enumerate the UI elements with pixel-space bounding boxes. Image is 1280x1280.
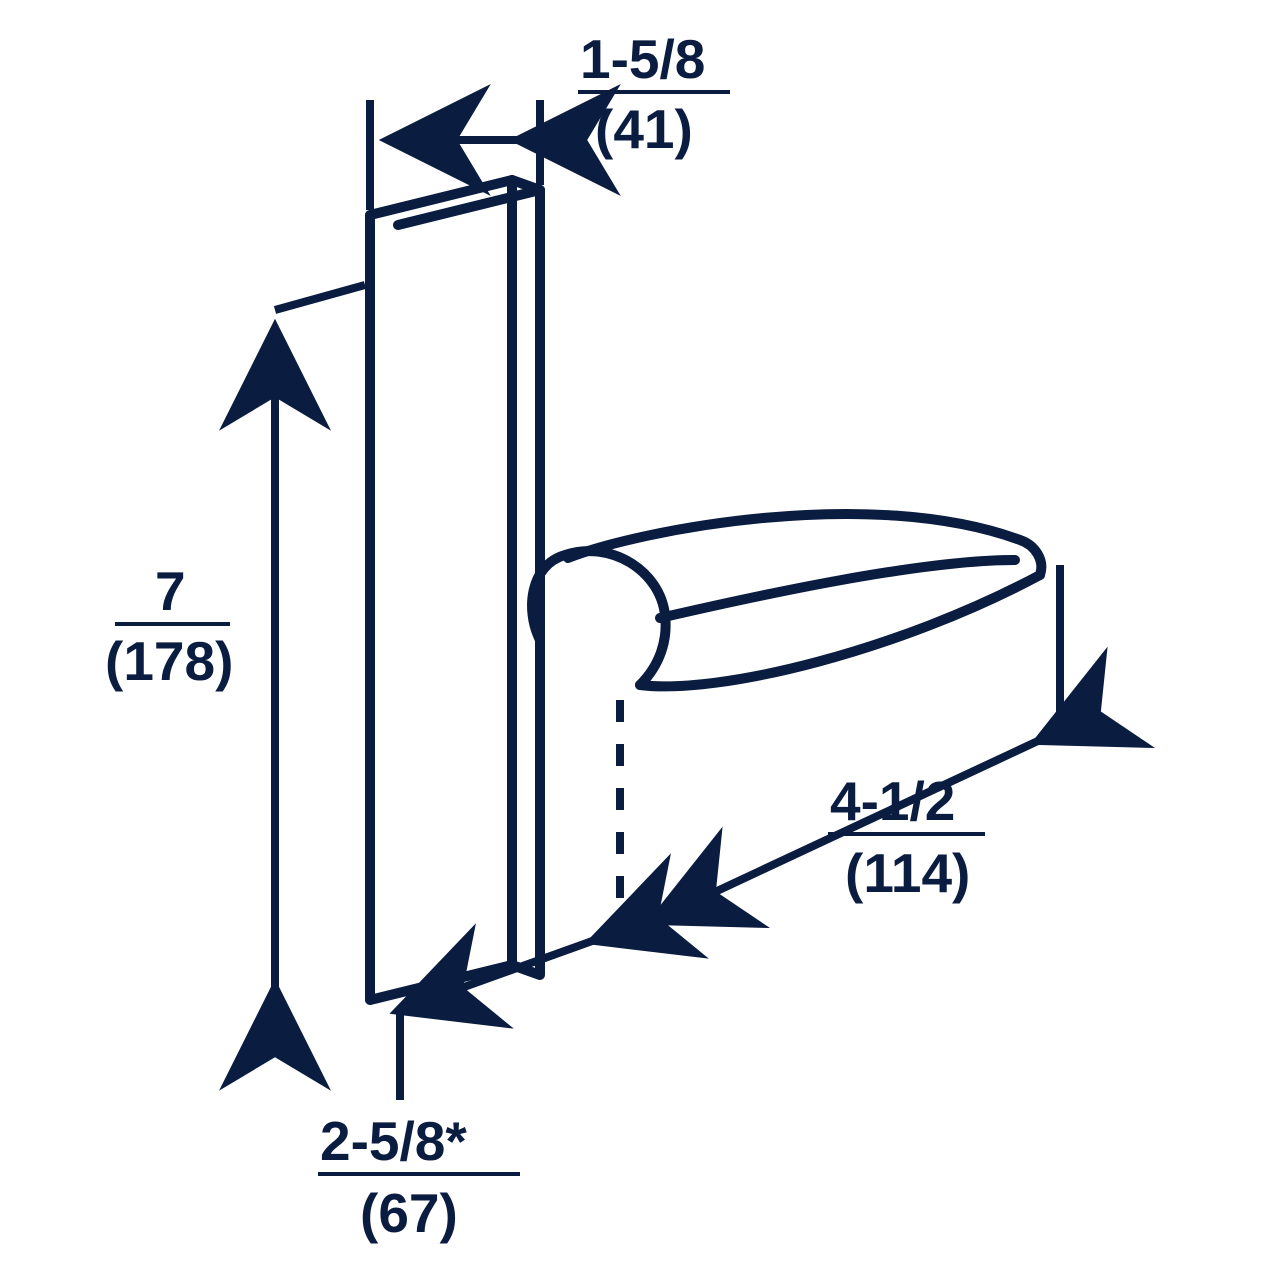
svg-text:(114): (114) xyxy=(845,842,970,904)
svg-text:2-5/8*: 2-5/8* xyxy=(320,1110,467,1172)
label-lever-offset: 2-5/8* (67) xyxy=(318,1110,520,1244)
svg-text:(178): (178) xyxy=(105,630,233,692)
label-plate-height: 7 (178) xyxy=(105,560,233,692)
lever-handle xyxy=(532,514,1041,686)
svg-text:1-5/8: 1-5/8 xyxy=(580,28,705,90)
svg-text:(41): (41) xyxy=(595,98,693,160)
svg-text:7: 7 xyxy=(155,560,186,622)
dimension-drawing: 1-5/8 (41) 7 (178) 4-1/2 (114) 2-5/8* (6… xyxy=(0,0,1280,1280)
dim-plate-height xyxy=(275,285,365,990)
svg-text:(67): (67) xyxy=(360,1182,458,1244)
svg-text:4-1/2: 4-1/2 xyxy=(830,770,955,832)
escutcheon-plate xyxy=(370,180,540,1000)
label-lever-length: 4-1/2 (114) xyxy=(828,770,985,904)
label-plate-width: 1-5/8 (41) xyxy=(578,28,730,160)
